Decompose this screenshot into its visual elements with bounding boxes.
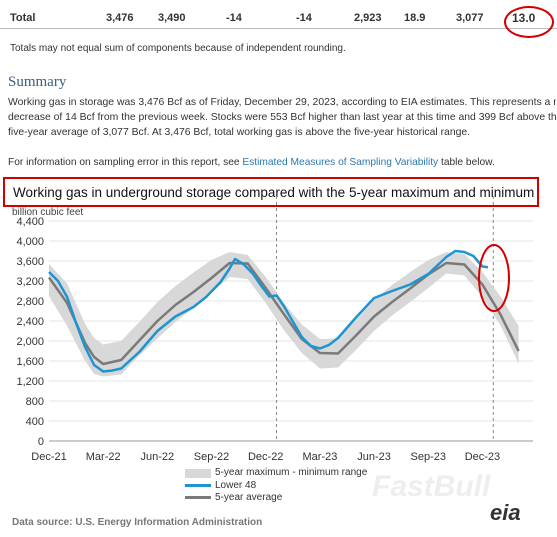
legend-item-average: 5-year average bbox=[185, 492, 367, 505]
summary-heading: Summary bbox=[8, 74, 67, 90]
ytick-label: 400 bbox=[26, 416, 44, 428]
xtick-label: Mar-22 bbox=[86, 451, 121, 463]
sampling-variability-link[interactable]: Estimated Measures of Sampling Variabili… bbox=[242, 157, 439, 168]
total-cell-6: 18.9 bbox=[404, 12, 426, 24]
ytick-label: 3,200 bbox=[16, 276, 44, 288]
legend-swatch-lower48 bbox=[185, 483, 211, 487]
watermark-text: FastBull bbox=[372, 470, 491, 503]
data-source: Data source: U.S. Energy Information Adm… bbox=[12, 517, 263, 528]
ytick-label: 0 bbox=[38, 436, 44, 448]
chart-ylabel: billion cubic feet bbox=[12, 207, 83, 218]
total-cell-7: 3,077 bbox=[456, 12, 484, 24]
chart-ytick-labels: 0 400 800 1,200 1,600 2,000 2,400 2,800 3,200 3,6… bbox=[16, 216, 44, 448]
legend-label-range: 5-year maximum - minimum range bbox=[215, 467, 368, 478]
xtick-label: Dec-21 bbox=[31, 451, 66, 463]
xtick-label: Sep-22 bbox=[194, 451, 229, 463]
legend-swatch-average bbox=[185, 496, 211, 499]
legend-swatch-range bbox=[185, 469, 211, 478]
ytick-label: 2,000 bbox=[16, 336, 44, 348]
sampling-info-suffix: table below. bbox=[438, 157, 495, 168]
eia-logo: eia bbox=[490, 500, 521, 525]
legend-label-lower48: Lower 48 bbox=[215, 479, 257, 491]
highlight-circle-chart bbox=[478, 244, 510, 312]
legend-item-range: 5-year maximum - minimum range bbox=[185, 467, 367, 480]
chart-xtick-labels: Dec-21 Mar-22 Jun-22 Sep-22 Dec-22 Mar-23 Jun-… bbox=[31, 451, 500, 463]
lower48-line bbox=[48, 249, 489, 373]
summary-line-2: decrease of 14 Bcf from the previous wee… bbox=[8, 112, 556, 123]
xtick-label: Jun-22 bbox=[141, 451, 175, 463]
rounding-note: Totals may not equal sum of components b… bbox=[10, 43, 346, 54]
ytick-label: 2,400 bbox=[16, 316, 44, 328]
xtick-label: Dec-22 bbox=[248, 451, 283, 463]
chart-series bbox=[47, 249, 520, 377]
ytick-label: 3,600 bbox=[16, 256, 44, 268]
chart-title-box: Working gas in underground storage compa… bbox=[3, 177, 539, 207]
chart-legend: 5-year maximum - minimum range Lower 48 … bbox=[185, 467, 367, 505]
summary-line-3: five-year average of 3,077 Bcf. At 3,476… bbox=[8, 127, 471, 138]
total-cell-5: 2,923 bbox=[354, 12, 382, 24]
ytick-label: 4,000 bbox=[16, 236, 44, 248]
total-cell-4: -14 bbox=[296, 12, 312, 24]
ytick-label: 4,400 bbox=[16, 216, 44, 228]
ytick-label: 1,200 bbox=[16, 376, 44, 388]
total-row-label: Total bbox=[10, 12, 36, 24]
legend-item-lower48: Lower 48 bbox=[185, 480, 367, 493]
xtick-label: Sep-23 bbox=[411, 451, 446, 463]
five-year-average-line bbox=[47, 261, 520, 366]
xtick-label: Jun-23 bbox=[357, 451, 391, 463]
total-cell-3: -14 bbox=[226, 12, 242, 24]
ytick-label: 2,800 bbox=[16, 296, 44, 308]
xtick-label: Mar-23 bbox=[302, 451, 337, 463]
xtick-label: Dec-23 bbox=[465, 451, 500, 463]
total-cell-1: 3,476 bbox=[106, 12, 134, 24]
highlight-circle-table bbox=[504, 6, 554, 38]
ytick-label: 1,600 bbox=[16, 356, 44, 368]
summary-paragraph: Working gas in storage was 3,476 Bcf as … bbox=[8, 95, 556, 140]
sampling-info: For information on sampling error in thi… bbox=[8, 157, 495, 168]
total-cell-2: 3,490 bbox=[158, 12, 186, 24]
legend-label-average: 5-year average bbox=[215, 492, 283, 503]
summary-line-1: Working gas in storage was 3,476 Bcf as … bbox=[8, 97, 556, 108]
ytick-label: 800 bbox=[26, 396, 44, 408]
chart-title: Working gas in underground storage compa… bbox=[13, 185, 535, 200]
sampling-info-prefix: For information on sampling error in thi… bbox=[8, 157, 243, 168]
